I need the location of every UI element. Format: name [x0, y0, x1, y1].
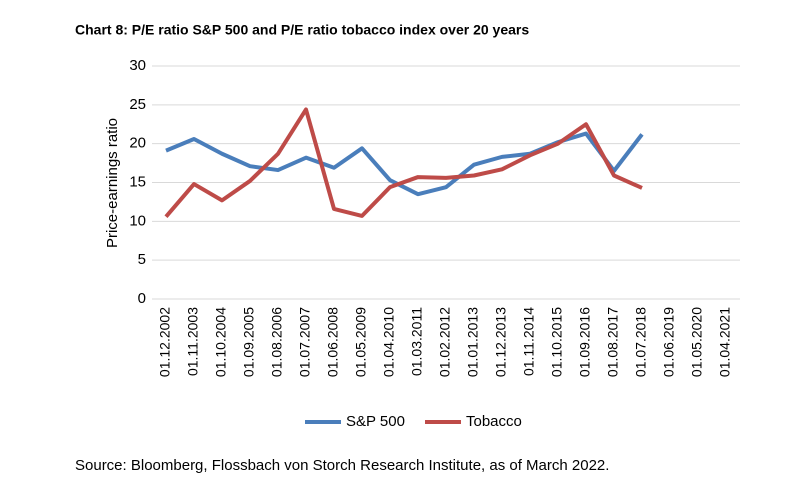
x-tick-label: 01.02.2012 [437, 307, 453, 377]
x-tick-label: 01.05.2009 [353, 307, 369, 377]
y-tick-label: 0 [138, 290, 146, 307]
x-tick-label: 01.06.2019 [661, 307, 677, 377]
legend-label: Tobacco [466, 413, 522, 430]
x-tick-label: 01.01.2013 [465, 307, 481, 377]
x-tick-label: 01.09.2005 [241, 307, 257, 377]
y-tick-label: 15 [129, 173, 146, 190]
x-tick-label: 01.08.2017 [605, 307, 621, 377]
x-tick-label: 01.12.2002 [157, 307, 173, 377]
x-tick-label: 01.12.2013 [493, 307, 509, 377]
y-tick-label: 25 [129, 96, 146, 113]
x-tick-label: 01.11.2003 [185, 307, 201, 376]
x-tick-label: 01.07.2007 [297, 307, 313, 377]
y-axis-label: Price-earnings ratio [104, 118, 121, 248]
x-tick-label: 01.06.2008 [325, 307, 341, 377]
x-tick-label: 01.10.2015 [549, 307, 565, 377]
x-tick-label: 01.10.2004 [213, 307, 229, 377]
x-tick-label: 01.04.2021 [717, 307, 733, 377]
series-line [165, 131, 644, 197]
chart-title: Chart 8: P/E ratio S&P 500 and P/E ratio… [75, 22, 529, 38]
x-tick-label: 01.08.2006 [269, 307, 285, 377]
x-tick-label: 01.07.2018 [633, 307, 649, 377]
y-tick-label: 20 [129, 135, 146, 152]
x-tick-label: 01.05.2020 [689, 307, 705, 377]
x-tick-label: 01.11.2014 [521, 307, 537, 376]
x-tick-label: 01.03.2011 [409, 307, 425, 376]
source-note: Source: Bloomberg, Flossbach von Storch … [75, 457, 609, 474]
y-tick-label: 5 [138, 251, 146, 268]
y-tick-label: 30 [129, 57, 146, 74]
x-tick-label: 01.09.2016 [577, 307, 593, 377]
x-tick-label: 01.04.2010 [381, 307, 397, 377]
legend-label: S&P 500 [346, 413, 405, 430]
y-tick-label: 10 [129, 212, 146, 229]
series-line [164, 107, 643, 218]
